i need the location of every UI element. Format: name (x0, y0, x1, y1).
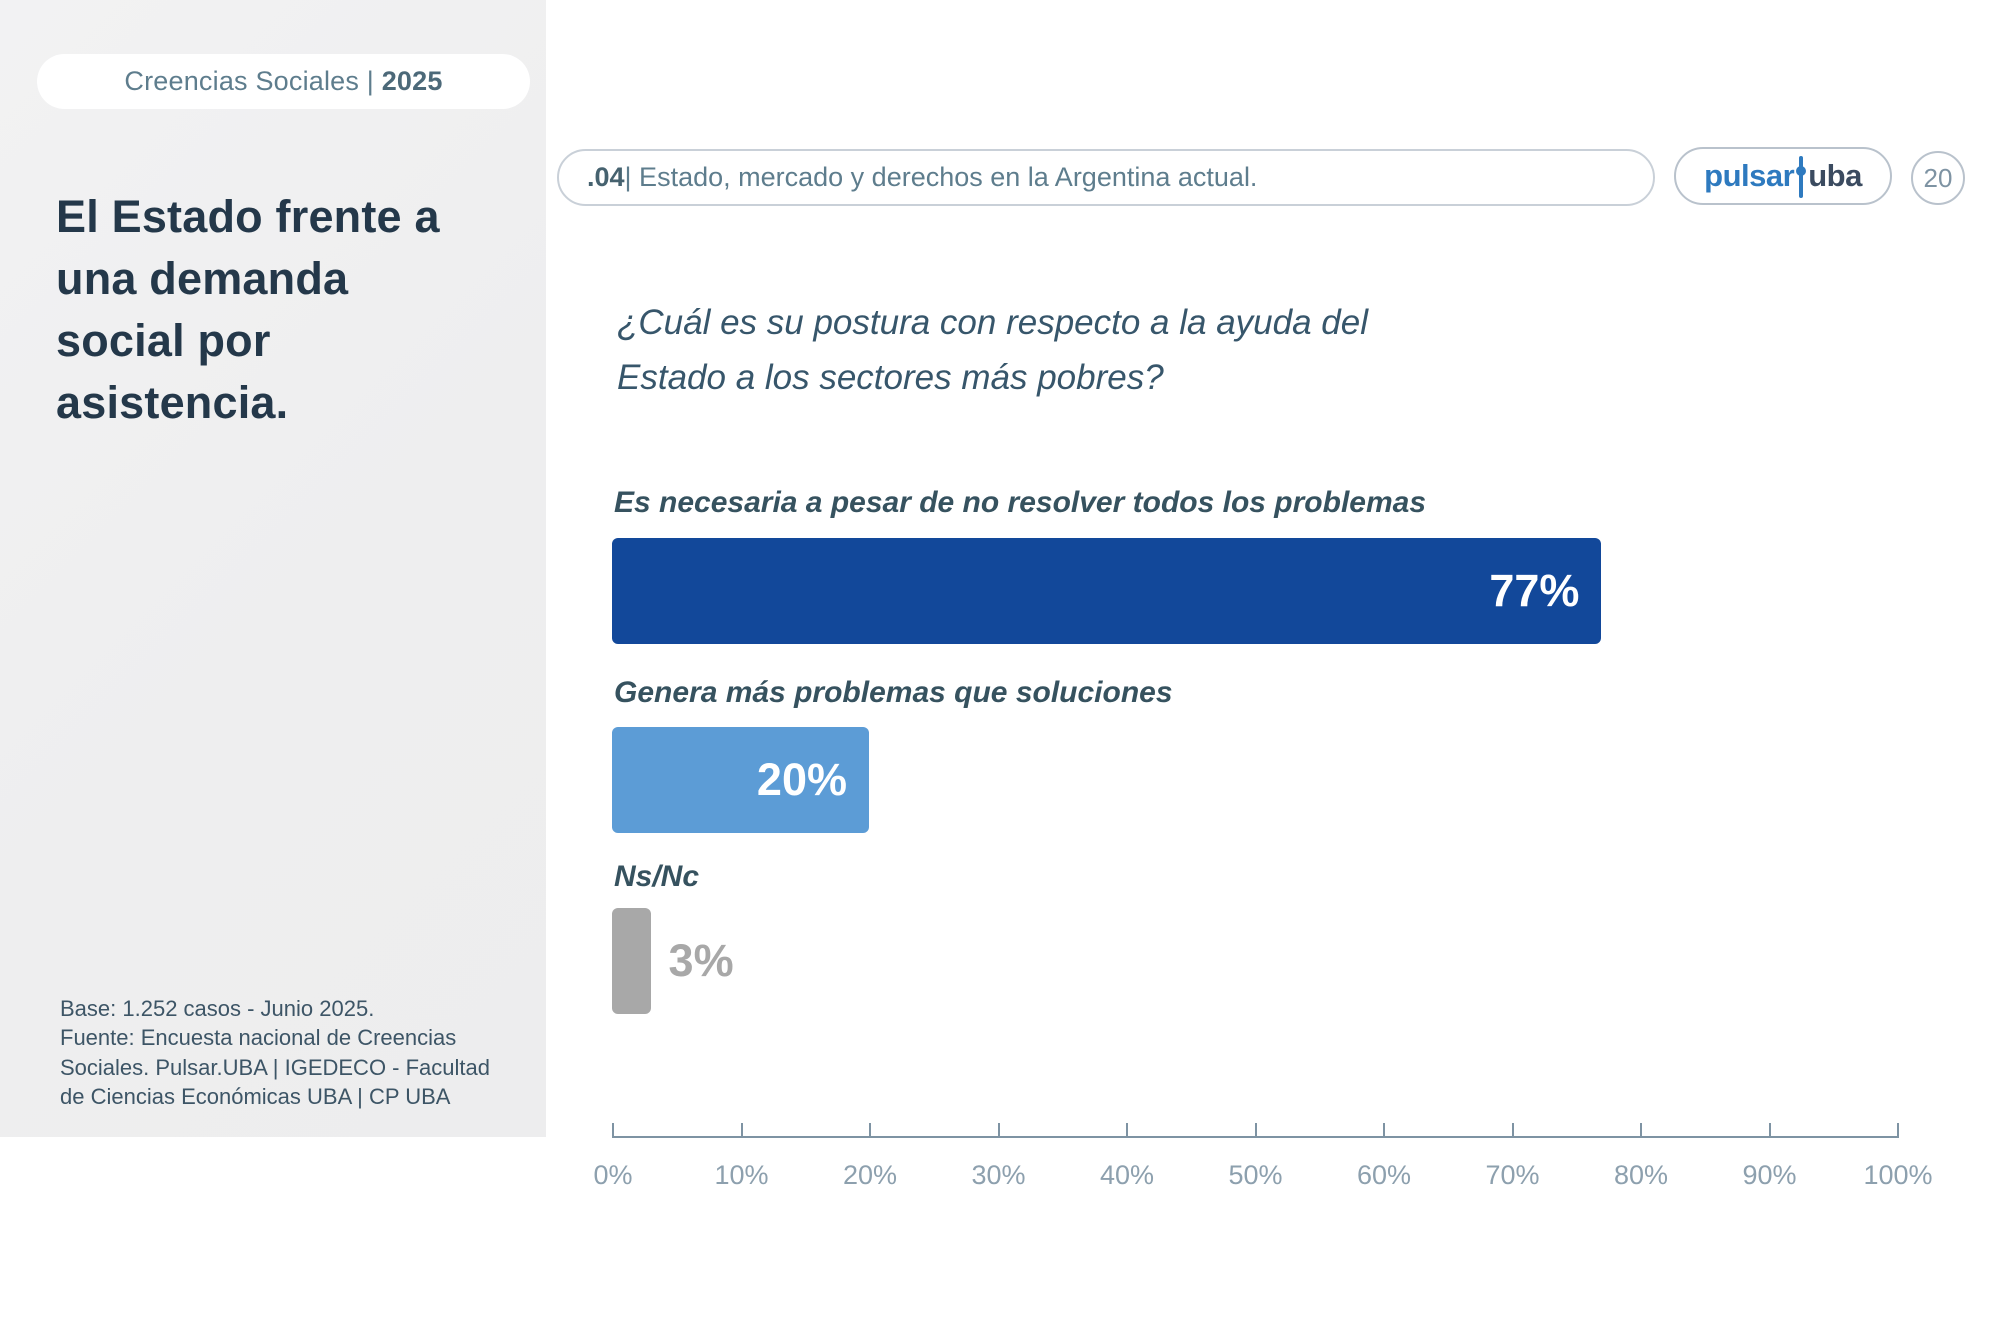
axis-tick-label: 100% (1863, 1160, 1933, 1190)
slide-title: El Estado frente a una demanda social por a… (56, 191, 440, 429)
axis-tick (1383, 1123, 1385, 1137)
axis-tick (1768, 1123, 1771, 1137)
x-axis-line (612, 1136, 1899, 1138)
logo-uba-text: uba (1808, 158, 1862, 193)
axis-tick (869, 1123, 871, 1137)
axis-tick-label: 80% (1613, 1160, 1669, 1190)
pulsar-uba-logo: pulsar uba (1674, 147, 1892, 205)
bar-label: Genera más problemas que soluciones (614, 676, 1173, 709)
pulse-pin-icon (1796, 154, 1807, 198)
section-pill: .04 | Estado, mercado y derechos en la Ar… (557, 149, 1655, 206)
report-badge-prefix: Creencias Sociales | (124, 66, 382, 96)
axis-tick (612, 1123, 614, 1137)
bar (612, 908, 651, 1014)
axis-tick-label: 90% (1742, 1160, 1797, 1190)
section-number: .04 (587, 162, 625, 192)
bar-label: Ns/Nc (614, 860, 700, 893)
report-badge-year: 2025 (381, 66, 443, 96)
bar-label: Es necesaria a pesar de no resolver todo… (614, 486, 1427, 519)
axis-tick-label: 20% (842, 1160, 898, 1190)
axis-tick-label: 30% (971, 1160, 1026, 1190)
bar: 20% (612, 727, 869, 833)
axis-tick (1640, 1123, 1642, 1137)
logo-pulsar-text: pulsar (1704, 158, 1795, 193)
axis-tick (997, 1123, 1000, 1137)
axis-tick-label: 50% (1228, 1160, 1283, 1190)
axis-tick-label: 40% (1099, 1160, 1155, 1190)
bar-chart: ¿Cuál es su postura con respecto a la ay… (593, 0, 1932, 1333)
report-badge: Creencias Sociales | 2025 (37, 54, 530, 109)
axis-tick-label: 10% (714, 1160, 769, 1190)
chart-question: ¿Cuál es su postura con respecto a la ay… (617, 303, 1368, 397)
axis-tick-label: 60% (1356, 1160, 1412, 1190)
bar-value: 20% (756, 754, 847, 805)
axis-tick (1511, 1123, 1514, 1137)
axis-tick (1126, 1123, 1128, 1137)
page-number-badge: 20 (1911, 151, 1965, 205)
bar-value: 77% (1489, 565, 1580, 616)
axis-tick-label: 0% (593, 1160, 633, 1190)
axis-tick-label: 70% (1485, 1160, 1540, 1190)
axis-tick (740, 1123, 743, 1137)
axis-tick (1897, 1123, 1899, 1137)
bar: 77% (612, 538, 1602, 644)
source-note: Base: 1.252 casos - Junio 2025. Fuente: E… (60, 996, 490, 1109)
sidebar-panel: Creencias Sociales | 2025 El Estado fren… (0, 0, 546, 1137)
bar-value: 3% (668, 935, 734, 986)
axis-tick (1254, 1123, 1257, 1137)
section-title: | Estado, mercado y derechos en la Argen… (624, 162, 1258, 192)
